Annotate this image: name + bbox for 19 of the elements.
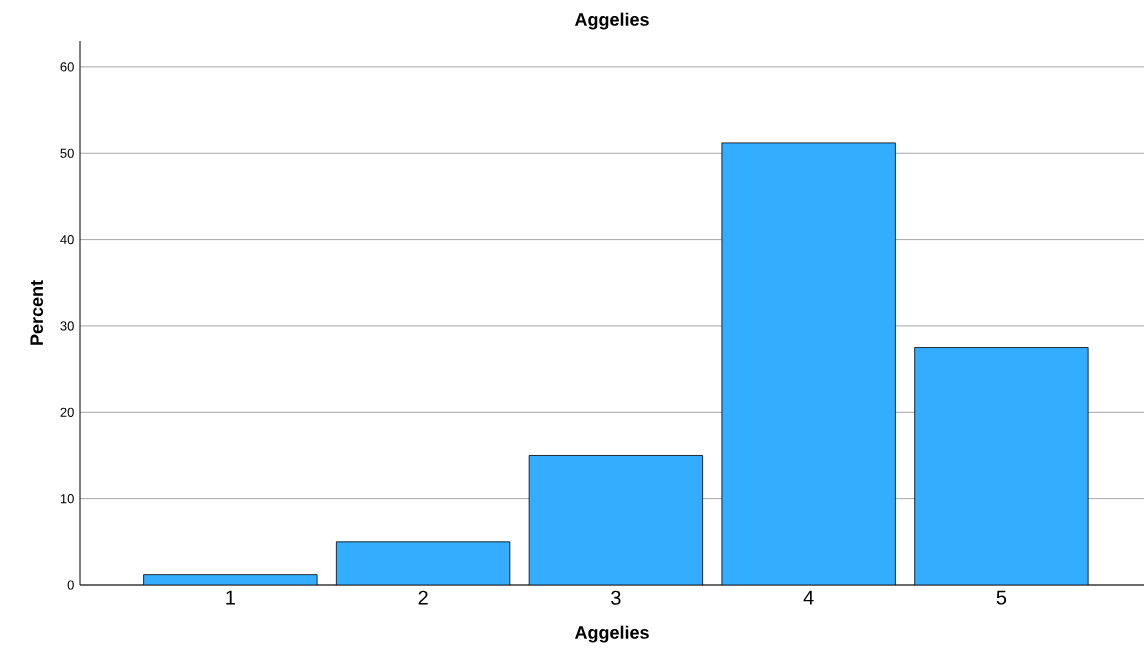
bar <box>336 541 510 585</box>
bar <box>529 455 703 585</box>
bar <box>721 142 896 585</box>
y-tick-label: 60 <box>60 62 74 72</box>
y-tick-label: 40 <box>60 235 74 245</box>
bar <box>914 347 1089 585</box>
x-tick-label: 5 <box>996 590 1007 605</box>
x-tick-label: 3 <box>611 590 621 605</box>
y-axis-title: Percent <box>30 280 44 345</box>
x-tick-label: 1 <box>226 590 235 605</box>
x-tick-label: 2 <box>418 590 428 605</box>
y-tick-label: 30 <box>60 321 74 331</box>
y-tick-label: 20 <box>60 407 74 417</box>
chart-title: Aggelies <box>574 12 649 30</box>
y-tick-label: 50 <box>60 148 74 158</box>
y-tick-label: 10 <box>60 494 74 504</box>
x-tick-label: 4 <box>803 590 814 605</box>
x-axis-title: Aggelies <box>574 625 649 643</box>
y-tick-label: 0 <box>67 580 74 590</box>
